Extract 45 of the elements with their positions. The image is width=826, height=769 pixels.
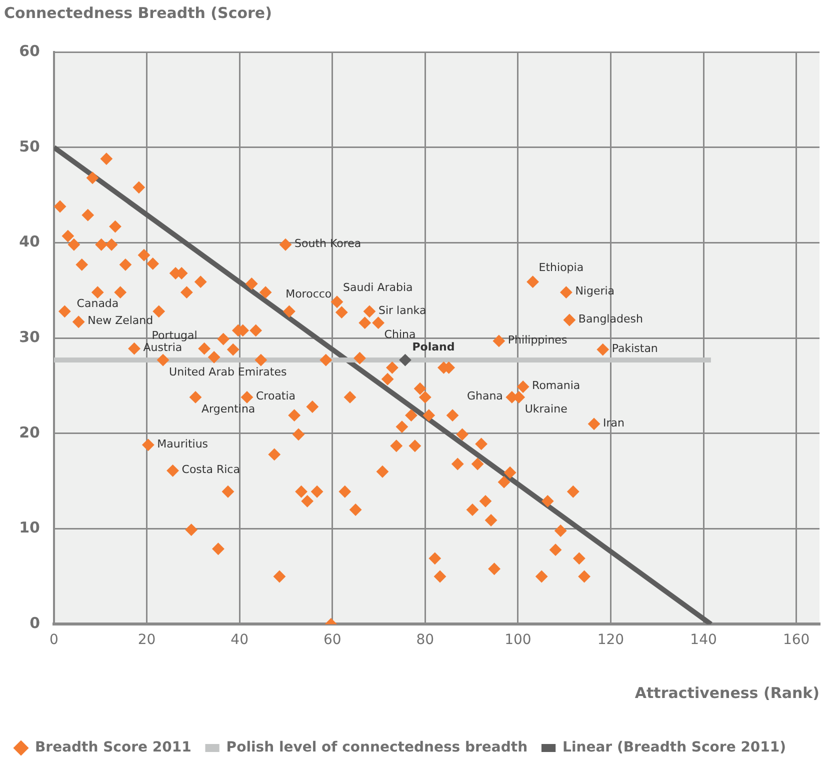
x-tick-label: 0 xyxy=(50,632,58,648)
y-axis-title: Connectedness Breadth (Score) xyxy=(4,4,272,22)
annotation: Bangladesh xyxy=(578,312,643,326)
annotation: Costa Rica xyxy=(182,463,240,476)
x-tick-label: 60 xyxy=(323,632,342,648)
x-tick-label: 160 xyxy=(782,632,810,648)
annotation: Ukraine xyxy=(524,402,568,416)
annotation: Portugal xyxy=(152,328,198,342)
annotation: Philippines xyxy=(508,333,568,346)
y-tick-label: 40 xyxy=(19,232,40,251)
x-tick-label: 80 xyxy=(416,632,434,648)
annotation: Morocco xyxy=(286,287,332,300)
annotation: Sir lanka xyxy=(378,304,426,317)
x-tick-label: 140 xyxy=(690,632,717,648)
annotation: New Zeland xyxy=(88,314,154,328)
x-tick-label: 100 xyxy=(504,632,532,648)
annotation: Nigeria xyxy=(575,284,615,298)
x-tick-label: 40 xyxy=(230,632,248,648)
annotation: Mauritius xyxy=(157,437,208,450)
x-axis-title: Attractiveness (Rank) xyxy=(634,684,820,702)
annotation: Iran xyxy=(603,416,625,430)
legend-label: Polish level of connectedness breadth xyxy=(226,740,528,756)
annotation: Austria xyxy=(143,340,182,354)
legend-label: Breadth Score 2011 xyxy=(35,740,192,756)
y-tick-label: 10 xyxy=(19,518,40,537)
y-tick-label: 30 xyxy=(19,328,40,346)
legend-label: Linear (Breadth Score 2011) xyxy=(562,740,786,756)
annotation: Romania xyxy=(532,379,580,392)
annotation: Ghana xyxy=(466,390,503,403)
annotation: Canada xyxy=(76,296,119,310)
annotation: South Korea xyxy=(294,237,362,250)
x-tick-label: 120 xyxy=(597,632,624,648)
annotation: Argentina xyxy=(202,402,256,416)
annotation: Pakistan xyxy=(612,342,658,355)
annotation: United Arab Emirates xyxy=(169,365,287,378)
annotation: Poland xyxy=(412,340,455,354)
y-tick-label: 60 xyxy=(19,42,40,60)
y-tick-label: 0 xyxy=(30,614,40,632)
y-tick-label: 50 xyxy=(19,137,40,156)
annotation: Ethiopia xyxy=(538,261,584,274)
x-tick-label: 20 xyxy=(138,632,156,648)
annotation: China xyxy=(384,328,416,342)
annotation: Saudi Arabia xyxy=(343,281,413,294)
y-tick-label: 20 xyxy=(19,423,40,442)
annotation: Croatia xyxy=(256,390,296,403)
